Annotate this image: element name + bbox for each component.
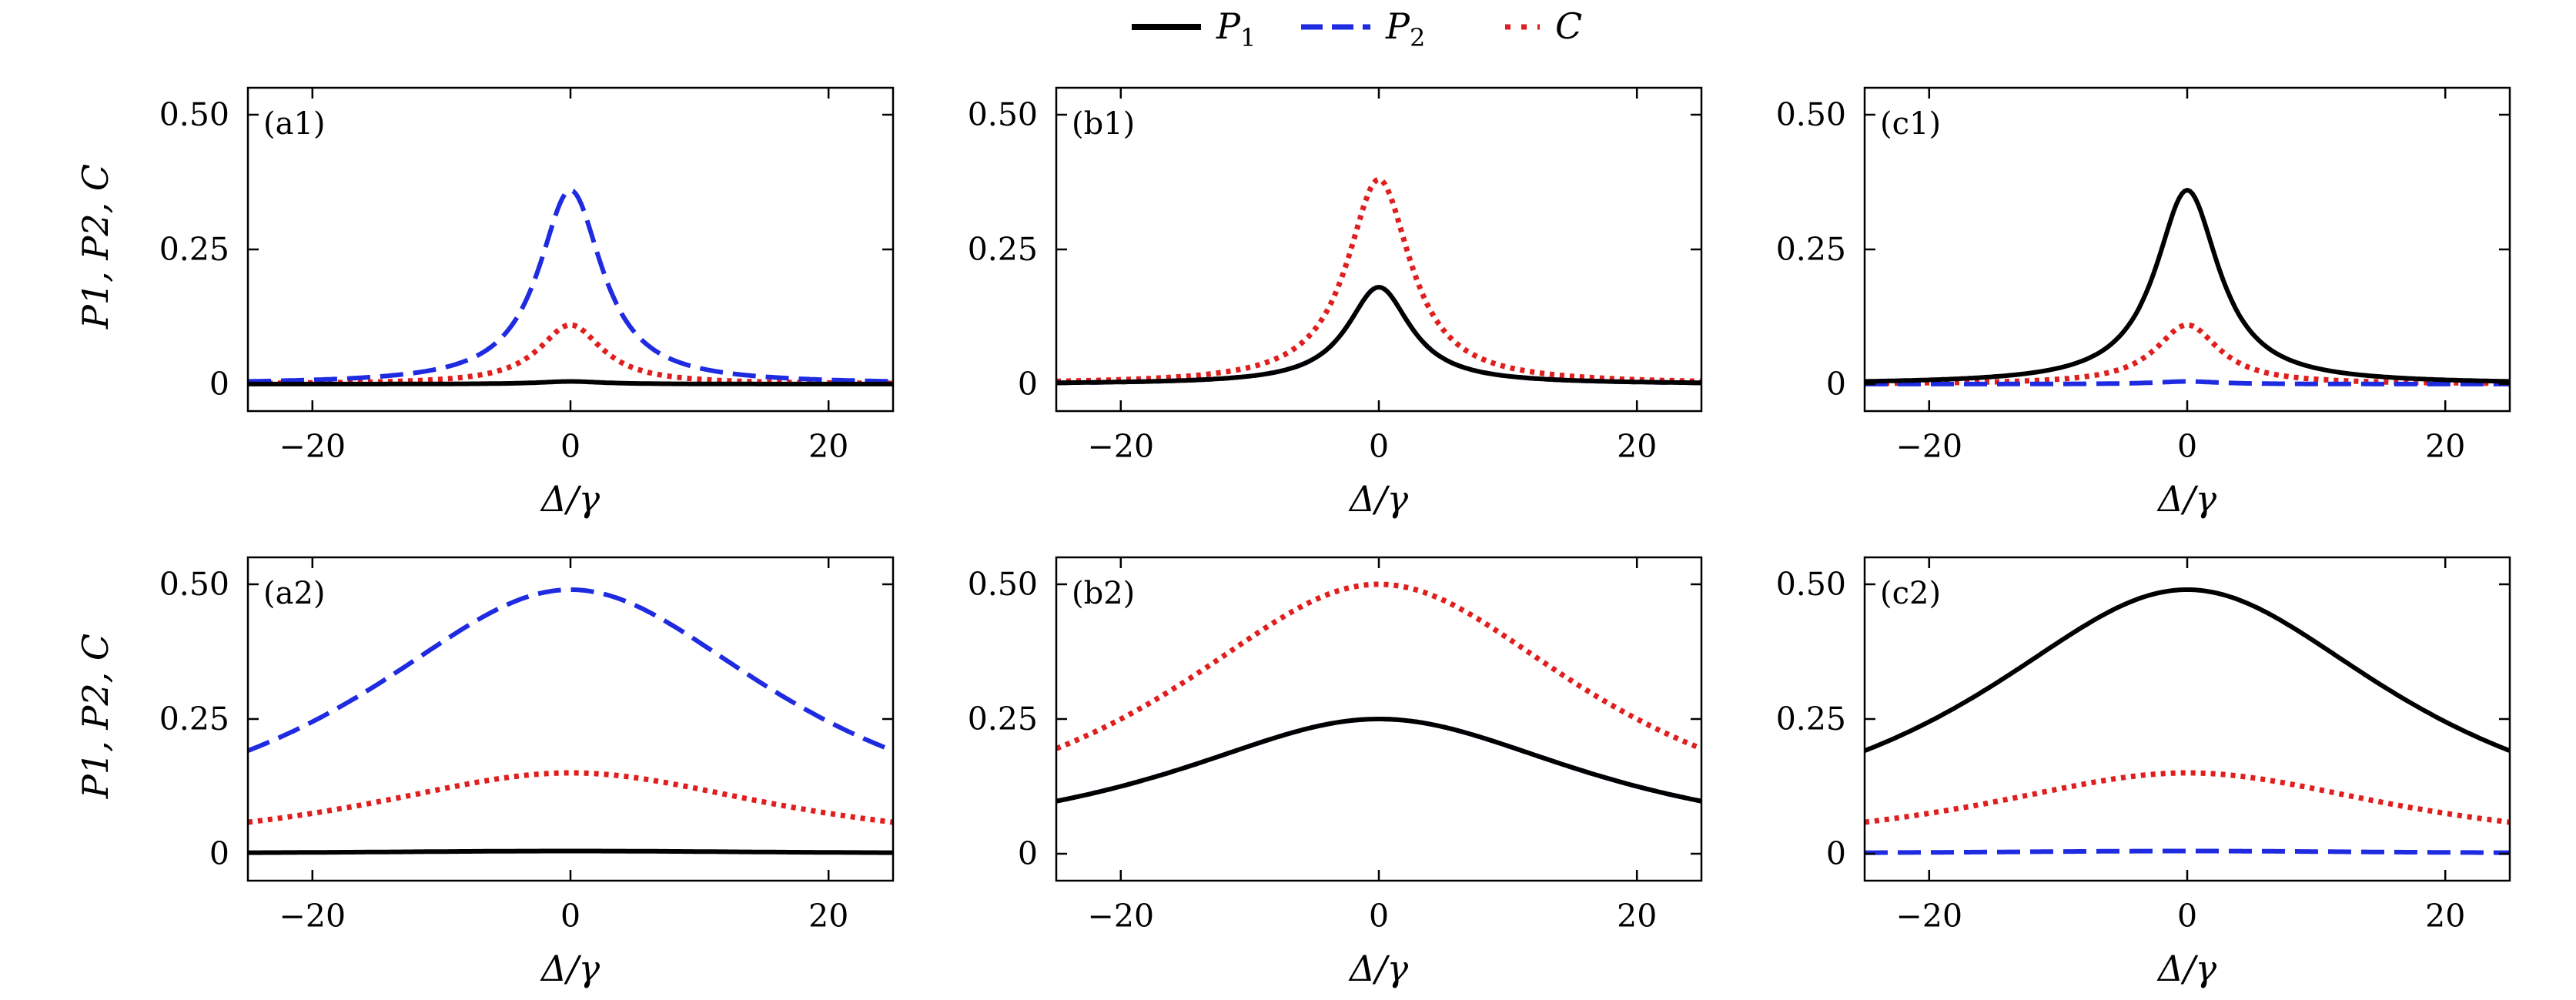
xtick-label-a1-2: 20 [808, 428, 848, 465]
panel-b2: −20 0 20 0 0.25 0.50 (b2) Δ/γ [968, 556, 1703, 989]
series-p2-b1 [1056, 284, 1701, 386]
legend-item-p2: P2 [1301, 5, 1425, 52]
xtick-label-b1-1: 0 [1369, 428, 1389, 465]
legend-item-c: C [1505, 5, 1582, 47]
panel-label-c1: (c1) [1880, 106, 1941, 142]
plot-frame-a2 [246, 556, 895, 882]
xtick-label-a2-0: −20 [279, 898, 346, 935]
xtick-label-a2-2: 20 [808, 898, 848, 935]
xlabel-a2: Δ/γ [540, 948, 601, 989]
plot-frame-a1 [246, 86, 895, 413]
xtick-label-b1-0: −20 [1088, 428, 1155, 465]
xlabel-b2: Δ/γ [1348, 948, 1409, 989]
xtick-label-c2-0: −20 [1896, 898, 1963, 935]
ytick-label-a2-2: 0.50 [159, 566, 229, 603]
plot-frame-c2 [1863, 556, 2511, 882]
xtick-label-c2-1: 0 [2177, 898, 2197, 935]
series-p1-b1 [1056, 284, 1701, 386]
xtick-label-c1-2: 20 [2425, 428, 2465, 465]
panel-c2: −20 0 20 0 0.25 0.50 (c2) Δ/γ [1776, 556, 2511, 989]
ytick-label-a2-1: 0.25 [159, 701, 229, 737]
xtick-label-a1-0: −20 [279, 428, 346, 465]
series-c-c1 [1865, 322, 2510, 386]
panel-label-a2: (a2) [263, 576, 326, 611]
ytick-label-b1-2: 0.50 [968, 96, 1038, 133]
legend-item-p1: P1 [1132, 5, 1256, 52]
xlabel-a1: Δ/γ [540, 478, 601, 520]
ytick-label-b1-0: 0 [1018, 366, 1038, 403]
xtick-label-b1-2: 20 [1617, 428, 1657, 465]
ytick-label-c2-0: 0 [1826, 835, 1846, 872]
ytick-label-a1-2: 0.50 [159, 96, 229, 133]
legend-label-c: C [1555, 5, 1582, 47]
series-p1-b2 [1056, 717, 1701, 804]
row-y-labels: P1, P2, C P1, P2, C [75, 164, 116, 799]
series-p2-c1 [1865, 379, 2510, 386]
series-p2-a1 [248, 187, 893, 384]
xtick-label-b2-2: 20 [1617, 898, 1657, 935]
series-p1-a2 [248, 848, 893, 855]
series-p1-a1 [248, 379, 893, 386]
ytick-label-b2-1: 0.25 [968, 701, 1038, 737]
panel-label-b2: (b2) [1072, 576, 1135, 611]
panel-label-c2: (c2) [1880, 576, 1941, 611]
xlabel-b1: Δ/γ [1348, 478, 1409, 520]
xtick-label-c1-1: 0 [2177, 428, 2197, 465]
legend-label-p1: P1 [1216, 5, 1256, 52]
ytick-label-b2-0: 0 [1018, 835, 1038, 872]
series-c-a2 [248, 770, 893, 825]
series-c-b2 [1056, 581, 1701, 751]
ytick-label-c2-1: 0.25 [1776, 701, 1846, 737]
panel-label-b1: (b1) [1072, 106, 1135, 142]
series-p2-c2 [1865, 848, 2510, 855]
panel-c1: −20 0 20 0 0.25 0.50 (c1) Δ/γ [1776, 86, 2511, 520]
series-p1-c2 [1865, 587, 2510, 753]
xtick-label-b2-0: −20 [1088, 898, 1155, 935]
panel-label-a1: (a1) [263, 106, 326, 142]
panels: −20 0 20 0 0.25 0.50 (a1) Δ/γ −20 0 20 0 0.25 0.50 (b1… [159, 86, 2511, 989]
panel-b1: −20 0 20 0 0.25 0.50 (b1) Δ/γ [968, 86, 1703, 520]
plot-frame-b1 [1055, 86, 1703, 413]
legend-label-p2: P2 [1385, 5, 1425, 52]
ytick-label-c2-2: 0.50 [1776, 566, 1846, 603]
legend: P1 P2 C [1132, 5, 1582, 52]
ytick-label-b1-1: 0.25 [968, 231, 1038, 268]
series-c-c2 [1865, 770, 2510, 825]
ytick-label-b2-2: 0.50 [968, 566, 1038, 603]
xtick-label-c1-0: −20 [1896, 428, 1963, 465]
series-c-a1 [248, 322, 893, 386]
xlabel-c1: Δ/γ [2156, 478, 2217, 520]
ytick-label-a1-0: 0 [209, 366, 229, 403]
row-ylabel-2: P1, P2, C [75, 634, 116, 799]
series-p1-c1 [1865, 187, 2510, 384]
xtick-label-a2-1: 0 [560, 898, 580, 935]
ytick-label-c1-1: 0.25 [1776, 231, 1846, 268]
series-c-b1 [1056, 176, 1701, 384]
plot-frame-c1 [1863, 86, 2511, 413]
ytick-label-c1-0: 0 [1826, 366, 1846, 403]
xtick-label-c2-2: 20 [2425, 898, 2465, 935]
panel-a2: −20 0 20 0 0.25 0.50 (a2) Δ/γ [159, 556, 895, 989]
ytick-label-a2-0: 0 [209, 835, 229, 872]
panel-a1: −20 0 20 0 0.25 0.50 (a1) Δ/γ [159, 86, 895, 520]
series-p2-b2 [1056, 717, 1701, 804]
ytick-label-a1-1: 0.25 [159, 231, 229, 268]
xtick-label-b2-1: 0 [1369, 898, 1389, 935]
xtick-label-a1-1: 0 [560, 428, 580, 465]
series-p2-a2 [248, 587, 893, 753]
xlabel-c2: Δ/γ [2156, 948, 2217, 989]
ytick-label-c1-2: 0.50 [1776, 96, 1846, 133]
row-ylabel-1: P1, P2, C [75, 164, 116, 329]
